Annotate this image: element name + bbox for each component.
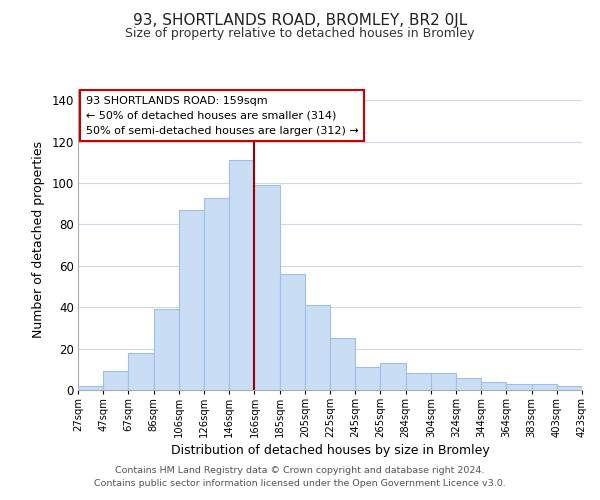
Bar: [204, 198, 229, 390]
X-axis label: Distribution of detached houses by size in Bromley: Distribution of detached houses by size …: [170, 444, 490, 458]
Bar: [532, 384, 557, 390]
Bar: [456, 378, 481, 390]
Y-axis label: Number of detached properties: Number of detached properties: [32, 142, 44, 338]
Bar: [103, 372, 128, 390]
Bar: [481, 382, 506, 390]
Bar: [406, 374, 431, 390]
Bar: [128, 353, 154, 390]
Text: 93, SHORTLANDS ROAD, BROMLEY, BR2 0JL: 93, SHORTLANDS ROAD, BROMLEY, BR2 0JL: [133, 12, 467, 28]
Bar: [506, 384, 532, 390]
Bar: [330, 338, 355, 390]
Bar: [154, 310, 179, 390]
Bar: [229, 160, 254, 390]
Bar: [78, 386, 103, 390]
Bar: [431, 374, 456, 390]
Bar: [355, 367, 380, 390]
Bar: [557, 386, 582, 390]
Text: 93 SHORTLANDS ROAD: 159sqm
← 50% of detached houses are smaller (314)
50% of sem: 93 SHORTLANDS ROAD: 159sqm ← 50% of deta…: [86, 96, 358, 136]
Bar: [280, 274, 305, 390]
Bar: [179, 210, 204, 390]
Text: Contains HM Land Registry data © Crown copyright and database right 2024.
Contai: Contains HM Land Registry data © Crown c…: [94, 466, 506, 487]
Bar: [380, 363, 406, 390]
Bar: [305, 305, 330, 390]
Bar: [254, 185, 280, 390]
Text: Size of property relative to detached houses in Bromley: Size of property relative to detached ho…: [125, 28, 475, 40]
